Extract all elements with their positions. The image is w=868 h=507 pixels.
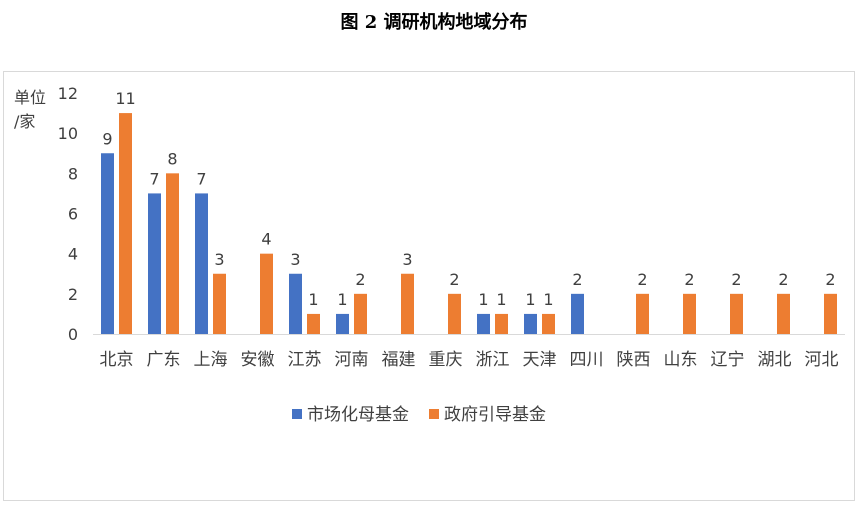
category-label: 江苏 (288, 350, 322, 370)
bar-market (195, 193, 208, 334)
category-labels: 北京 广东 上海 安徽 江苏 河南 福建 重庆 浙江 天津 四川 陕西 山东 辽宁 湖北 河北 (100, 350, 839, 370)
bar-government (730, 293, 743, 334)
legend-swatch (292, 409, 302, 419)
y-axis-unit-line2: /家 (14, 112, 35, 131)
category-label: 上海 (194, 350, 228, 370)
data-label: 7 (196, 169, 206, 188)
category-label: 辽宁 (711, 350, 745, 370)
data-label: 2 (637, 270, 647, 289)
y-axis-unit-line1: 单位 (14, 88, 46, 107)
data-label: 9 (102, 129, 112, 148)
data-label: 2 (572, 270, 582, 289)
legend-swatch (429, 409, 439, 419)
bar-market (336, 313, 349, 334)
bar-market (524, 313, 537, 334)
y-axis-ticks: 0 2 4 6 8 10 12 (58, 84, 78, 344)
chart-frame (3, 71, 855, 501)
category-label: 陕西 (617, 350, 651, 370)
bar-government (448, 293, 461, 334)
bar-market (148, 193, 161, 334)
category-label: 天津 (523, 350, 557, 370)
y-tick-label: 10 (58, 124, 78, 143)
data-label: 11 (115, 89, 135, 108)
category-label: 河南 (335, 350, 369, 370)
data-label: 2 (825, 270, 835, 289)
y-tick-label: 4 (68, 245, 78, 264)
category-label: 重庆 (429, 350, 463, 370)
data-label: 1 (308, 290, 318, 309)
bar-government (213, 273, 226, 334)
data-label: 2 (684, 270, 694, 289)
bar-government (354, 293, 367, 334)
data-label: 1 (543, 290, 553, 309)
data-label: 2 (355, 270, 365, 289)
legend-label: 政府引导基金 (444, 405, 546, 425)
data-label: 3 (214, 250, 224, 269)
legend: 市场化母基金 政府引导基金 (292, 405, 546, 425)
category-label: 北京 (100, 350, 134, 370)
bar-government (307, 313, 320, 334)
data-label: 1 (337, 290, 347, 309)
bar-government (683, 293, 696, 334)
y-tick-label: 12 (58, 84, 78, 103)
y-tick-label: 6 (68, 205, 78, 224)
bar-government (260, 253, 273, 334)
bar-market (571, 293, 584, 334)
bar-government (636, 293, 649, 334)
bar-government (119, 113, 132, 334)
y-tick-label: 2 (68, 285, 78, 304)
legend-label: 市场化母基金 (307, 405, 409, 425)
category-label: 四川 (570, 350, 604, 370)
bar-market (289, 273, 302, 334)
bar-government (401, 273, 414, 334)
bars (101, 113, 837, 334)
data-label: 2 (449, 270, 459, 289)
bar-government (542, 313, 555, 334)
bar-government (777, 293, 790, 334)
data-label: 1 (496, 290, 506, 309)
category-label: 福建 (382, 350, 416, 370)
category-label: 山东 (664, 350, 698, 370)
y-tick-label: 0 (68, 325, 78, 344)
data-label: 7 (149, 169, 159, 188)
category-label: 浙江 (476, 350, 510, 370)
bar-market (101, 153, 114, 334)
bar-market (477, 313, 490, 334)
data-label: 2 (778, 270, 788, 289)
data-label: 3 (402, 250, 412, 269)
data-label: 4 (261, 230, 271, 249)
category-label: 安徽 (241, 350, 275, 370)
bar-government (166, 173, 179, 334)
data-label: 1 (478, 290, 488, 309)
data-label: 3 (290, 250, 300, 269)
data-label: 8 (167, 149, 177, 168)
category-label: 湖北 (758, 350, 792, 370)
category-label: 河北 (805, 350, 839, 370)
bar-government (824, 293, 837, 334)
category-label: 广东 (147, 350, 181, 370)
bar-government (495, 313, 508, 334)
page-title: 图 2 调研机构地域分布 (340, 12, 528, 33)
y-tick-label: 8 (68, 164, 78, 183)
data-label: 1 (525, 290, 535, 309)
data-label: 2 (731, 270, 741, 289)
